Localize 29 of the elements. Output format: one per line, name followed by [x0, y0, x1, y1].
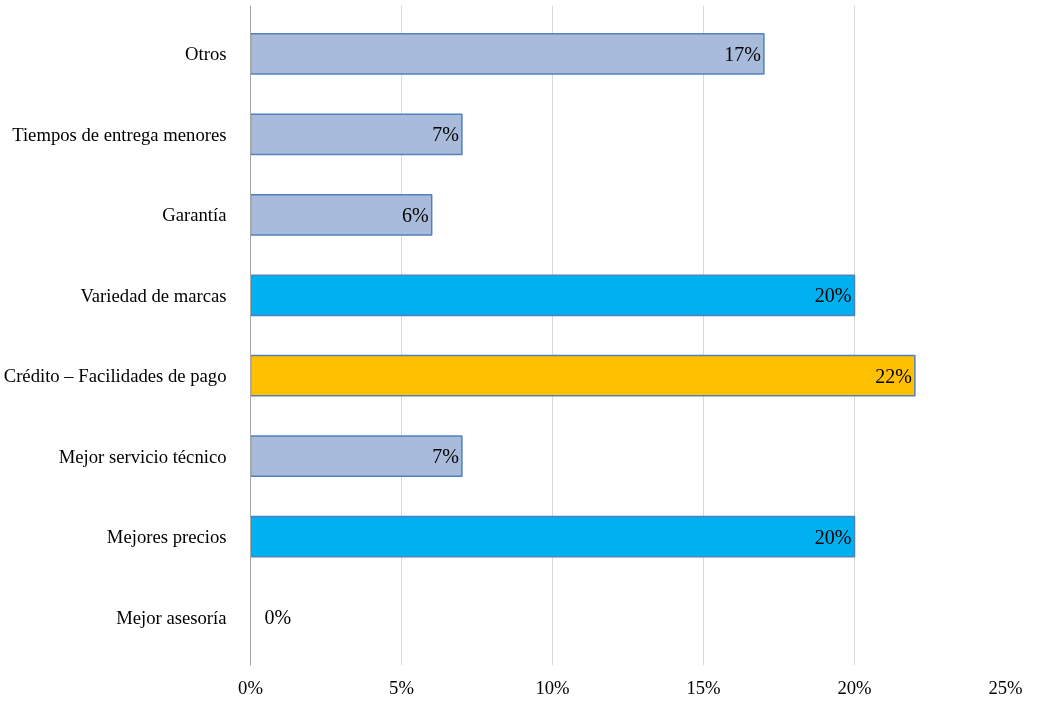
x-tick-label: 5% — [389, 676, 414, 698]
y-tick-label: Garantía — [162, 204, 228, 226]
y-tick-label: Crédito – Facilidades de pago — [3, 365, 227, 387]
data-label: 17% — [724, 42, 761, 65]
bar — [250, 193, 433, 236]
x-tick-label: 15% — [686, 676, 721, 698]
y-tick-label: Otros — [185, 43, 227, 65]
data-label: 20% — [814, 525, 852, 548]
data-label: 7% — [432, 445, 459, 468]
bar — [250, 274, 856, 317]
data-label: 7% — [432, 123, 459, 146]
x-tick-label: 0% — [238, 676, 263, 698]
y-tick-label: Variedad de marcas — [80, 284, 227, 306]
x-tick-label: 25% — [988, 676, 1023, 698]
x-tick-label: 20% — [837, 676, 872, 698]
data-label: 22% — [875, 364, 912, 387]
x-tick-label: 10% — [535, 676, 570, 698]
y-tick-label: Mejor servicio técnico — [58, 445, 227, 467]
y-tick-label: Mejores precios — [106, 526, 227, 548]
data-label: 20% — [814, 284, 852, 307]
data-label: 6% — [402, 203, 429, 226]
data-label: 0% — [264, 606, 292, 629]
bar — [250, 354, 916, 397]
bar — [250, 113, 463, 156]
y-tick-label: Tiempos de entrega menores — [12, 123, 227, 145]
bar — [250, 515, 856, 558]
bar — [250, 32, 765, 75]
bar — [250, 435, 463, 478]
y-tick-label: Mejor asesoría — [116, 606, 228, 628]
